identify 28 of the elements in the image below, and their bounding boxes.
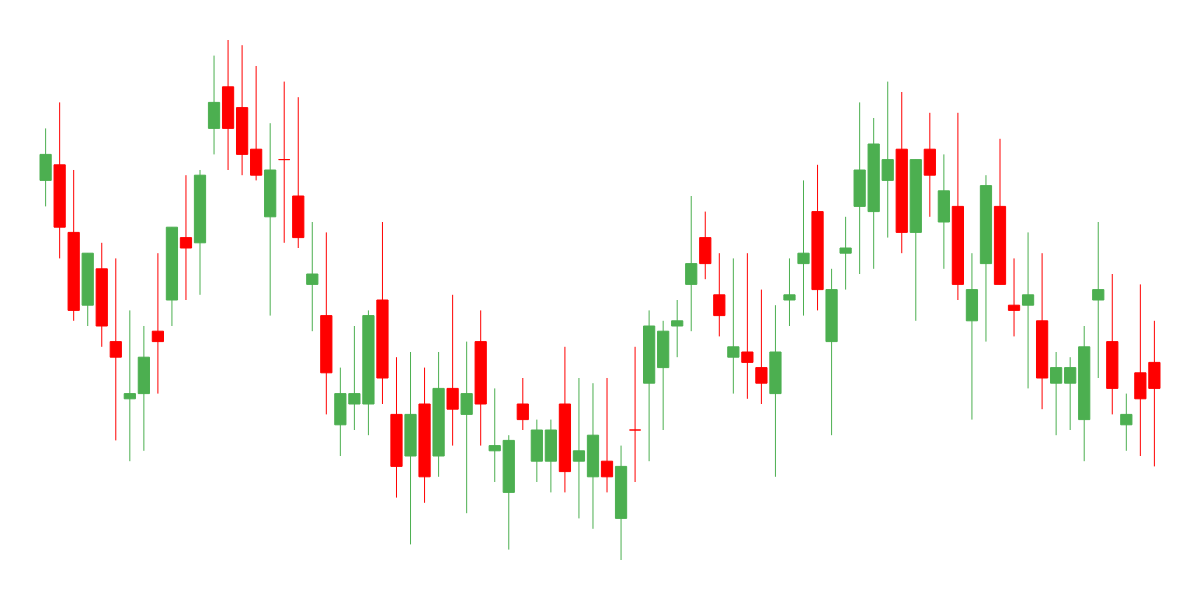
- candlestick: [671, 299, 684, 358]
- candlestick: [1092, 221, 1105, 379]
- candlestick: [1050, 351, 1063, 436]
- candlestick: [1007, 257, 1021, 337]
- candlestick: [755, 289, 768, 405]
- candlestick: [446, 294, 459, 447]
- candlestick: [741, 252, 754, 400]
- candlestick: [460, 341, 473, 514]
- candlestick: [839, 216, 852, 291]
- candlestick: [516, 377, 529, 431]
- candlestick: [278, 81, 291, 244]
- candlestick: [488, 387, 501, 483]
- candlestick: [572, 377, 586, 519]
- candlestick: [713, 252, 726, 337]
- candlestick: [109, 257, 122, 441]
- candlestick: [797, 179, 810, 317]
- candlestick: [1021, 231, 1035, 389]
- candlestick: [151, 252, 165, 395]
- candlestick: [1064, 356, 1077, 431]
- candlestick: [685, 195, 698, 332]
- candlestick: [1120, 393, 1133, 452]
- candlestick: [306, 221, 319, 332]
- candlestick: [123, 309, 136, 462]
- candlestick: [783, 257, 796, 327]
- candlestick: [600, 377, 614, 493]
- candlestick: [179, 174, 193, 301]
- candlestick: [727, 257, 740, 395]
- candlestick: [628, 346, 642, 483]
